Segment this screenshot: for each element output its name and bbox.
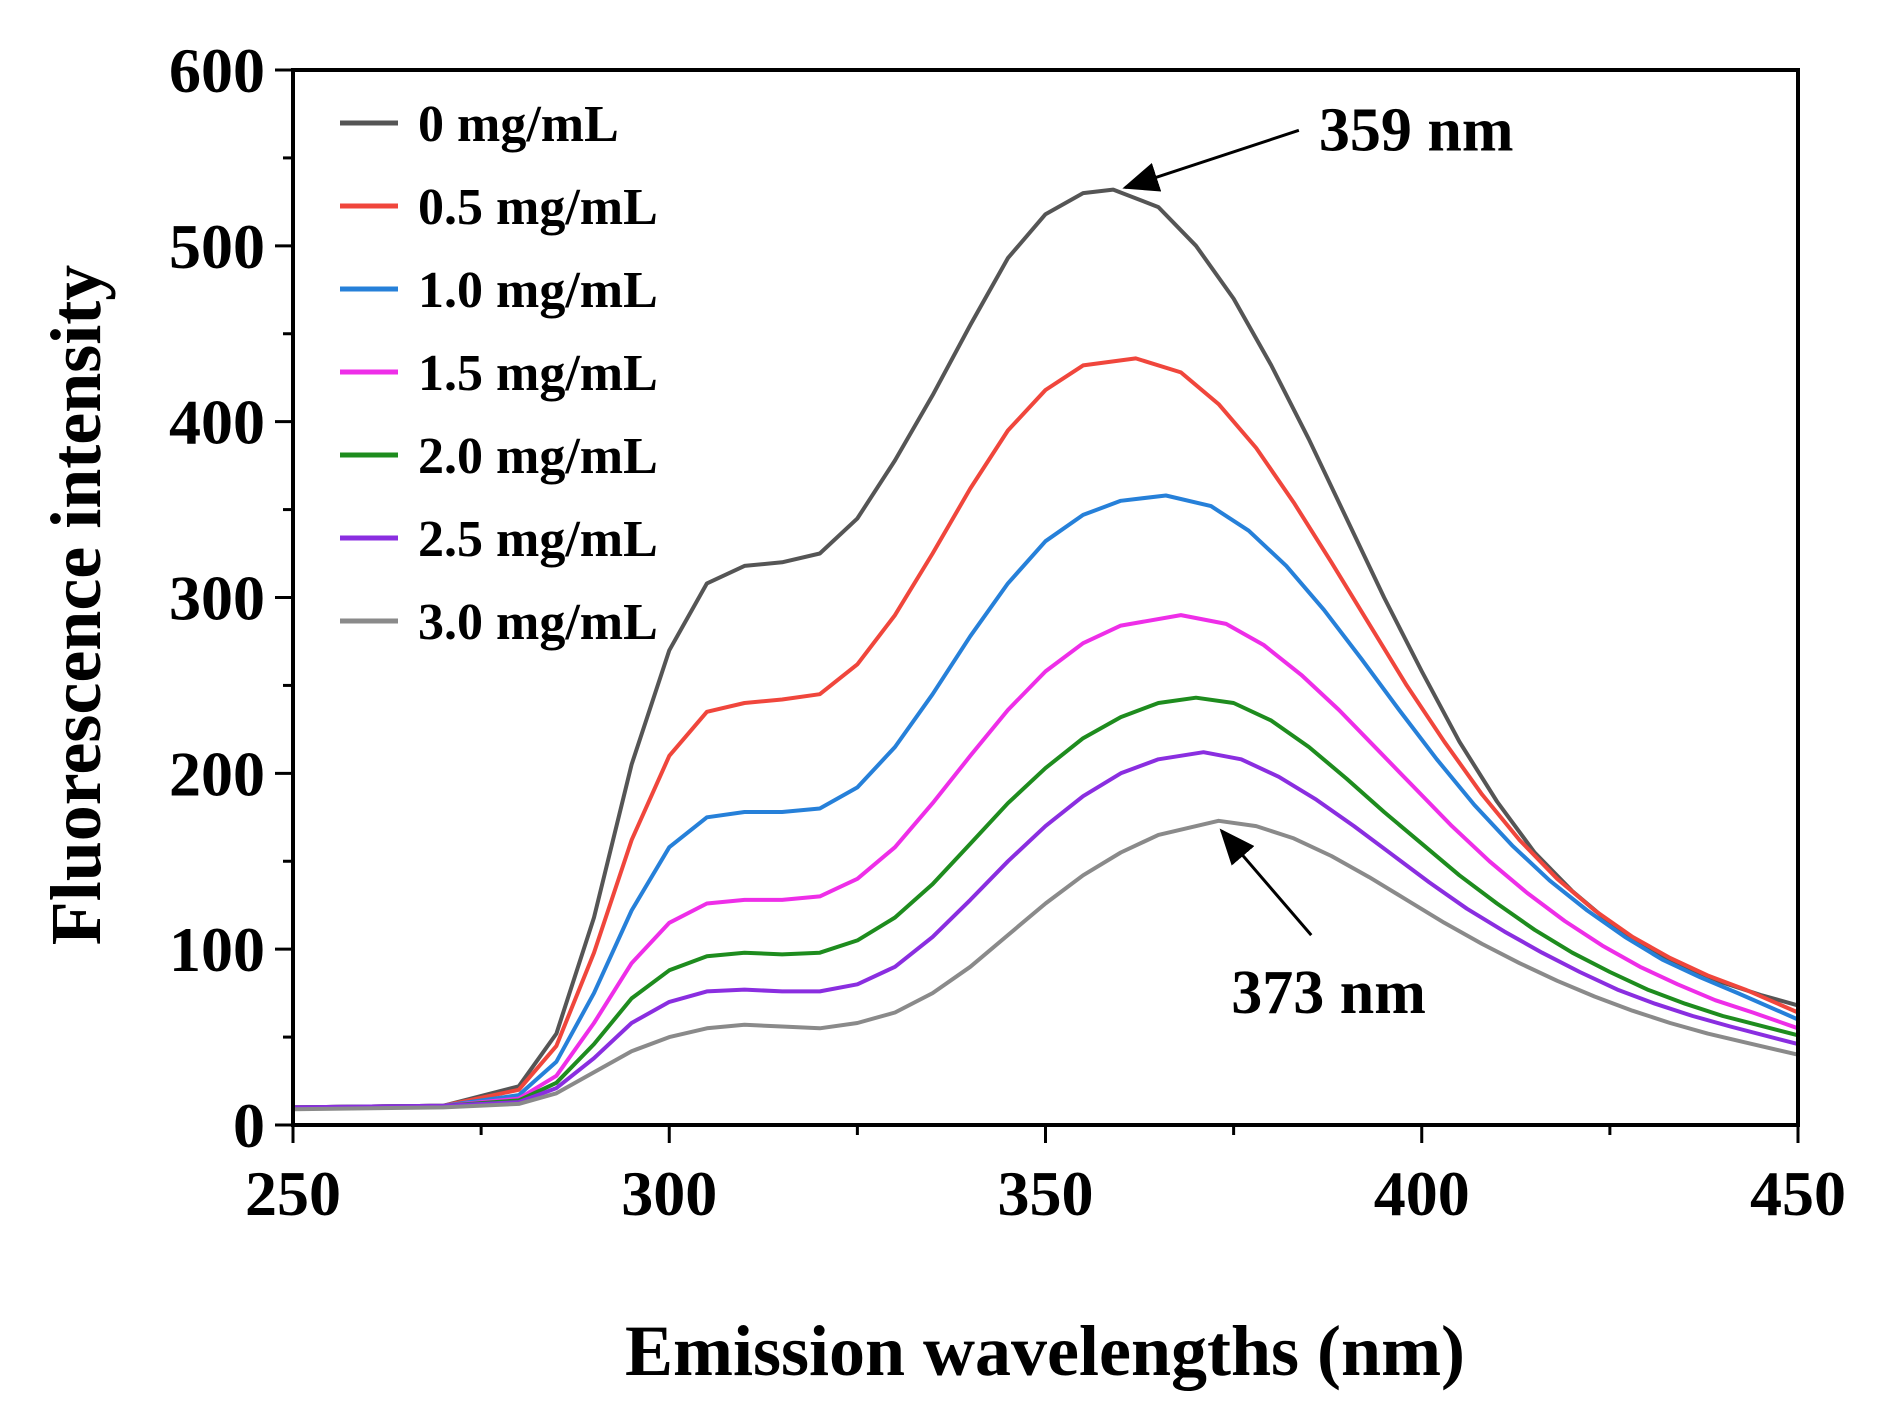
series-layer	[291, 187, 1800, 1112]
annotation-arrow-0	[1122, 128, 1300, 192]
series-line-1	[291, 356, 1800, 1110]
x-tick-label: 400	[1374, 1158, 1470, 1229]
annotations: 359 nm 373 nm	[1122, 96, 1514, 1027]
y-axis-title: Fluorescence intensity	[36, 265, 116, 946]
legend-label-6: 3.0 mg/mL	[418, 594, 658, 651]
legend-label-5: 2.5 mg/mL	[418, 511, 658, 568]
series-line-6	[291, 818, 1800, 1112]
y-tick-label: 200	[169, 738, 265, 809]
y-tick-label: 300	[169, 563, 265, 634]
x-tick-label: 350	[998, 1158, 1094, 1229]
x-tick-label: 300	[621, 1158, 717, 1229]
x-tick-label: 250	[245, 1158, 341, 1229]
y-tick-label: 500	[169, 211, 265, 282]
axes-layer: 250 300 350 400 450 0 100 200 300 400 500 600	[169, 35, 1846, 1229]
y-tick-label: 0	[233, 1090, 265, 1161]
series-line-2	[291, 493, 1800, 1110]
legend-label-1: 0.5 mg/mL	[418, 179, 658, 236]
legend: 0 mg/mL 0.5 mg/mL 1.0 mg/mL 1.5 mg/mL 2.0 mg…	[340, 96, 658, 651]
y-tick-label: 600	[169, 35, 265, 106]
series-line-5	[291, 750, 1800, 1110]
x-axis-title: Emission wavelengths (nm)	[625, 1311, 1465, 1391]
annotation-label-1: 373 nm	[1231, 959, 1426, 1027]
series-line-3	[291, 613, 1800, 1110]
annotation-arrow-1	[1219, 828, 1313, 937]
series-line-4	[291, 695, 1800, 1110]
legend-label-3: 1.5 mg/mL	[418, 345, 658, 402]
annotation-label-0: 359 nm	[1319, 96, 1514, 164]
y-tick-label: 100	[169, 914, 265, 985]
legend-label-4: 2.0 mg/mL	[418, 428, 658, 485]
x-tick-label: 450	[1750, 1158, 1846, 1229]
y-tick-label: 400	[169, 387, 265, 458]
legend-label-2: 1.0 mg/mL	[418, 262, 658, 319]
legend-label-0: 0 mg/mL	[418, 96, 619, 153]
